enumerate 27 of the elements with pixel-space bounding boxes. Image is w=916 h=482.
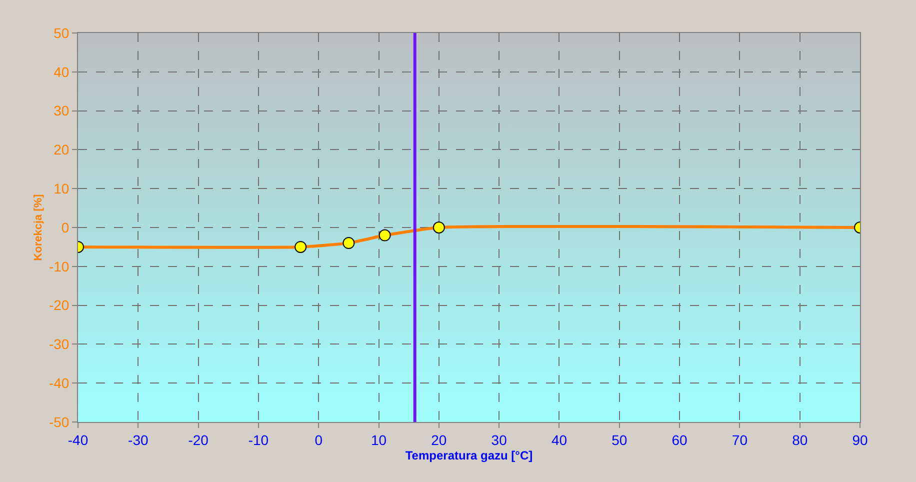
y-tick-label: 0 — [61, 219, 70, 236]
y-tick-label: -10 — [48, 258, 70, 274]
x-tick-label: 30 — [491, 432, 508, 448]
y-tick-label: -20 — [48, 297, 70, 314]
x-tick-label: -40 — [68, 432, 88, 448]
x-tick-label: 10 — [370, 432, 387, 448]
x-tick-label: -10 — [248, 432, 269, 448]
y-tick-label: -30 — [48, 336, 70, 352]
x-tick-label: 50 — [612, 432, 628, 448]
x-axis-title: Temperatura gazu [°C] — [405, 448, 533, 463]
x-tick-label: 0 — [314, 432, 323, 448]
y-tick-label: 50 — [54, 24, 70, 41]
x-tick-label: 80 — [792, 432, 808, 448]
x-tick-label: 90 — [852, 432, 868, 448]
x-tick-label: 60 — [672, 432, 688, 448]
y-axis-title: Korekcja [%] — [32, 194, 45, 261]
x-tick-label: -20 — [188, 432, 209, 448]
x-tick-label: -30 — [128, 432, 148, 448]
y-tick-label: 30 — [54, 102, 70, 119]
x-tick-label: 20 — [431, 432, 447, 448]
y-tick-label: -50 — [48, 414, 70, 430]
y-tick-label: 10 — [54, 180, 70, 196]
y-tick-label: -40 — [48, 375, 70, 391]
x-tick-label: 40 — [551, 432, 568, 448]
x-tick-label: 70 — [732, 432, 748, 448]
y-tick-label: 20 — [54, 142, 70, 158]
y-tick-label: 40 — [54, 64, 70, 80]
